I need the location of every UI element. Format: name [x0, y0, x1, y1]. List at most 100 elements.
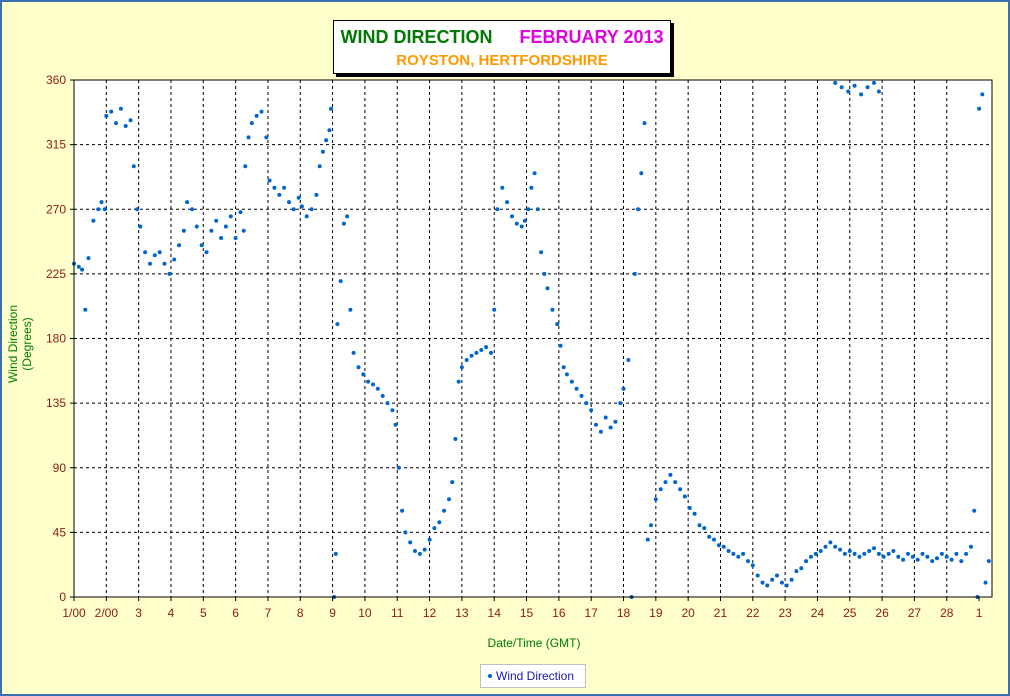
data-point: [238, 210, 243, 215]
data-point: [872, 80, 876, 85]
y-tick-label: 315: [46, 138, 66, 152]
data-point: [930, 559, 935, 564]
data-point: [636, 207, 641, 212]
data-point: [214, 218, 219, 223]
chart-title-box: WIND DIRECTION FEBRUARY 2013 ROYSTON, HE…: [333, 20, 671, 74]
data-point: [876, 551, 881, 556]
data-point: [809, 554, 813, 559]
data-point: [510, 214, 514, 219]
y-axis-label: Wind Direction (Degrees): [6, 304, 34, 384]
data-point: [453, 437, 458, 441]
y-tick-label: 45: [53, 525, 67, 539]
data-point: [204, 250, 209, 255]
data-point: [944, 554, 949, 559]
data-point: [309, 207, 314, 212]
data-point: [702, 526, 707, 531]
data-point: [603, 415, 608, 420]
data-point: [272, 185, 277, 190]
data-point: [341, 221, 346, 226]
data-point: [765, 583, 770, 588]
data-point: [228, 214, 233, 219]
data-point: [920, 551, 925, 556]
data-point: [329, 106, 333, 111]
x-tick-label: 21: [714, 606, 728, 620]
data-point: [847, 549, 852, 553]
data-point: [561, 365, 566, 370]
data-point: [574, 386, 579, 391]
data-point: [673, 480, 678, 485]
data-point: [707, 534, 712, 539]
data-point: [427, 537, 432, 542]
data-point: [152, 253, 157, 258]
data-point: [642, 121, 647, 126]
data-point: [726, 549, 731, 553]
x-tick-label: 19: [649, 606, 663, 620]
data-point: [287, 200, 291, 205]
data-point: [351, 350, 356, 355]
data-point: [157, 250, 162, 255]
data-point: [396, 465, 401, 470]
data-point: [632, 271, 637, 276]
data-point: [959, 559, 964, 564]
data-point: [649, 523, 653, 528]
data-point: [857, 554, 862, 559]
chart-subtitle: ROYSTON, HERTFORDSHIRE: [396, 52, 608, 69]
x-tick-label: 20: [681, 606, 695, 620]
data-point: [393, 422, 398, 427]
y-tick-label: 270: [46, 202, 66, 216]
data-point: [867, 549, 872, 553]
data-point: [755, 573, 760, 578]
data-point: [678, 487, 683, 492]
data-point: [432, 526, 437, 531]
data-point: [954, 551, 959, 556]
data-point: [86, 256, 91, 261]
x-tick-label: 14: [488, 606, 502, 620]
legend-label: Wind Direction: [496, 669, 575, 683]
data-point: [833, 544, 838, 549]
data-point: [813, 551, 818, 556]
x-tick-label: 15: [520, 606, 534, 620]
data-point: [109, 109, 114, 114]
data-point: [969, 544, 973, 549]
x-tick-label: 6: [232, 606, 239, 620]
data-point: [535, 207, 540, 212]
data-point: [770, 577, 775, 582]
data-point: [794, 569, 799, 574]
data-point: [437, 520, 442, 525]
data-point: [846, 89, 851, 94]
data-point: [209, 228, 214, 233]
data-point: [254, 113, 259, 118]
data-point: [138, 224, 143, 229]
data-point: [80, 267, 85, 272]
x-tick-label: 18: [617, 606, 631, 620]
x-tick-label: 10: [358, 606, 372, 620]
x-tick-label: 26: [875, 606, 889, 620]
data-point: [479, 348, 484, 352]
data-point: [123, 124, 128, 128]
data-point: [886, 551, 891, 556]
data-point: [865, 85, 870, 90]
x-tick-label: 1/00: [62, 606, 86, 620]
data-point: [859, 92, 864, 97]
x-tick-label: 24: [811, 606, 825, 620]
data-point: [320, 149, 325, 154]
data-point: [663, 480, 668, 485]
data-point: [639, 171, 644, 176]
data-point: [361, 372, 366, 377]
data-point: [613, 419, 618, 424]
data-point: [653, 497, 658, 502]
data-point: [264, 135, 269, 140]
data-point: [338, 279, 343, 284]
data-point: [522, 218, 527, 223]
data-point: [131, 164, 136, 169]
data-point: [731, 551, 736, 556]
y-tick-label: 225: [46, 267, 66, 281]
chart-title: WIND DIRECTION: [340, 27, 493, 47]
data-point: [177, 243, 182, 248]
legend: Wind Direction: [480, 664, 586, 688]
data-point: [532, 171, 537, 176]
data-point: [804, 559, 809, 564]
data-point: [223, 224, 228, 229]
data-point: [259, 109, 264, 114]
